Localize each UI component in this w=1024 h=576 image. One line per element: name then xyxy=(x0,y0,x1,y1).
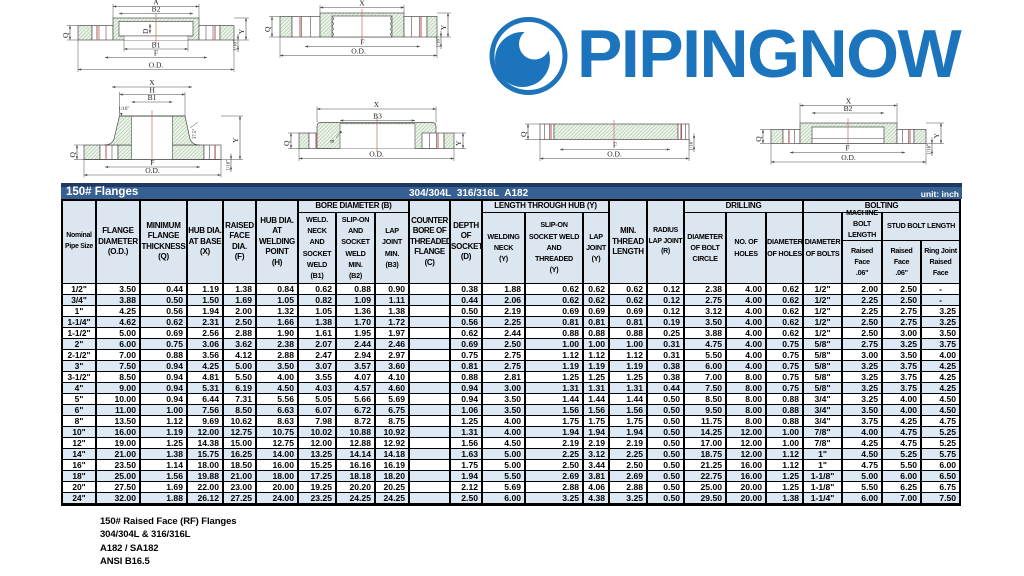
svg-text:B2: B2 xyxy=(152,5,161,14)
svg-text:O.D.: O.D. xyxy=(607,150,622,159)
svg-text:Q: Q xyxy=(68,151,77,157)
svg-text:1/16": 1/16" xyxy=(119,107,130,112)
svg-text:Q: Q xyxy=(519,131,528,137)
svg-text:X: X xyxy=(359,0,365,8)
svg-text:F: F xyxy=(845,144,849,153)
svg-text:B3: B3 xyxy=(373,112,382,121)
svg-text:O.D.: O.D. xyxy=(841,153,856,162)
svg-text:F: F xyxy=(154,49,158,58)
svg-text:1/16": 1/16" xyxy=(234,40,239,51)
svg-text:Y: Y xyxy=(231,137,240,143)
svg-text:X: X xyxy=(374,100,380,109)
svg-text:R: R xyxy=(330,139,336,143)
svg-text:O.D.: O.D. xyxy=(145,166,160,175)
svg-text:F: F xyxy=(150,158,154,167)
svg-text:B1: B1 xyxy=(148,93,157,102)
svg-text:1/16": 1/16" xyxy=(227,160,232,171)
svg-text:F: F xyxy=(613,141,617,150)
svg-text:B1: B1 xyxy=(152,41,161,50)
svg-text:Y: Y xyxy=(454,140,463,146)
svg-text:O.D.: O.D. xyxy=(149,61,164,70)
svg-text:A: A xyxy=(153,0,159,7)
svg-text:1/16": 1/16" xyxy=(690,140,695,151)
svg-text:Y: Y xyxy=(237,28,246,34)
svg-text:D: D xyxy=(141,28,150,34)
svg-text:O.D.: O.D. xyxy=(351,47,366,56)
svg-text:Y: Y xyxy=(932,132,941,138)
svg-text:1/16": 1/16" xyxy=(928,144,933,155)
svg-text:Q: Q xyxy=(61,32,70,38)
svg-text:Q: Q xyxy=(754,136,763,142)
svg-text:B2: B2 xyxy=(844,104,853,113)
svg-text:O.D.: O.D. xyxy=(369,150,384,159)
svg-text:Y: Y xyxy=(439,24,448,30)
svg-text:Q: Q xyxy=(282,140,291,146)
svg-text:1/16": 1/16" xyxy=(437,37,442,48)
svg-text:F: F xyxy=(360,38,364,47)
svg-text:X: X xyxy=(149,78,155,87)
svg-text:37.5°: 37.5° xyxy=(193,129,198,140)
svg-text:X: X xyxy=(846,97,852,106)
svg-text:H: H xyxy=(150,86,156,95)
svg-text:Q: Q xyxy=(263,26,272,32)
